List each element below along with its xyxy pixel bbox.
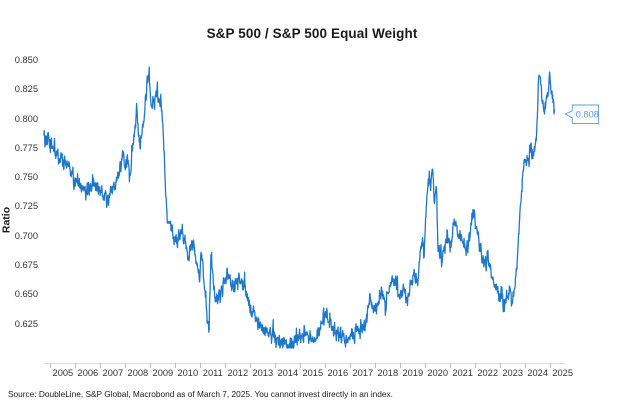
svg-text:0.808: 0.808 (576, 110, 599, 120)
